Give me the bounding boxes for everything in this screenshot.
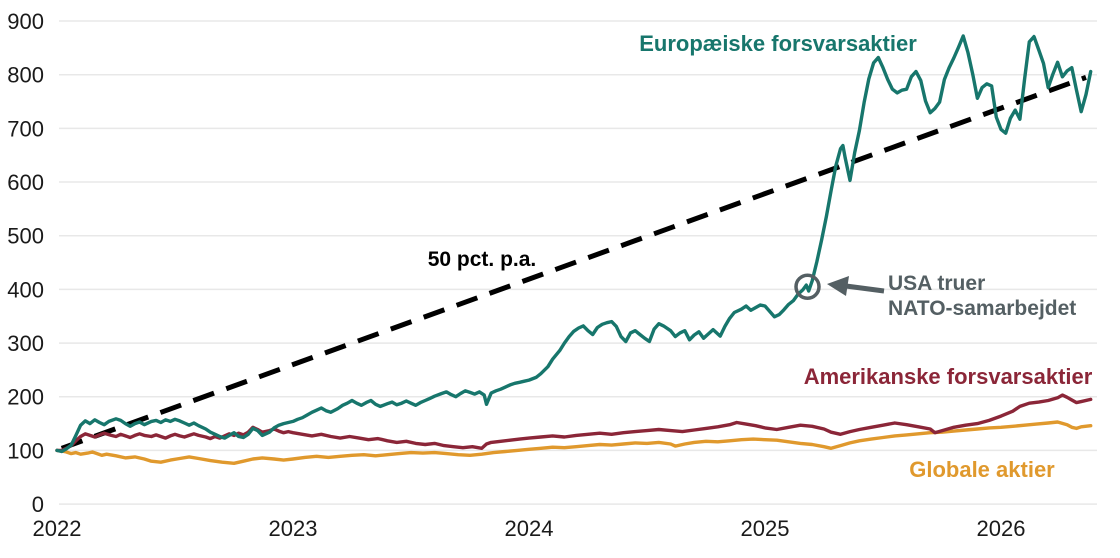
y-tick-label-0: 0 [32, 492, 44, 517]
y-tick-label-100: 100 [7, 438, 44, 463]
y-tick-label-800: 800 [7, 63, 44, 88]
series-line-european-defense-stocks [55, 34, 1093, 454]
y-tick-label-300: 300 [7, 331, 44, 356]
legend-global-stocks: Globale aktier [909, 457, 1055, 482]
annotation-arrow-head [827, 276, 849, 296]
y-tick-label-700: 700 [7, 116, 44, 141]
annotation-arrow-shaft [845, 283, 885, 294]
event-circle-marker [794, 273, 821, 300]
series-line-trend-50-pct-pa [60, 75, 1087, 451]
annotation-line-1: USA truer [888, 272, 985, 295]
y-tick-label-600: 600 [7, 170, 44, 195]
y-tick-label-200: 200 [7, 385, 44, 410]
x-tick-label-2025: 2025 [741, 516, 790, 541]
x-tick-label-2023: 2023 [269, 516, 318, 541]
x-tick-label-2024: 2024 [505, 516, 554, 541]
series-lines [55, 34, 1093, 465]
legend-european-defense-stocks: Europæiske forsvarsaktier [639, 31, 917, 56]
trend-line-label: 50 pct. p.a. [428, 248, 537, 271]
y-axis-labels: 0 100 200 300 400 500 600 700 800 900 [7, 9, 44, 517]
x-axis-labels: 2022 2023 2024 2025 2026 [33, 516, 1026, 541]
x-tick-label-2026: 2026 [977, 516, 1026, 541]
y-tick-label-900: 900 [7, 9, 44, 34]
annotation-line-2: NATO-samarbejdet [888, 297, 1076, 320]
x-tick-label-2022: 2022 [33, 516, 82, 541]
series-line-american-defense-stocks [55, 393, 1093, 453]
gridlines [59, 20, 1097, 505]
legend-american-defense-stocks: Amerikanske forsvarsaktier [804, 364, 1093, 389]
event-annotation: USA truer NATO-samarbejdet [794, 272, 1076, 320]
series-line-global-stocks [55, 420, 1093, 465]
y-tick-label-400: 400 [7, 277, 44, 302]
y-tick-label-500: 500 [7, 224, 44, 249]
